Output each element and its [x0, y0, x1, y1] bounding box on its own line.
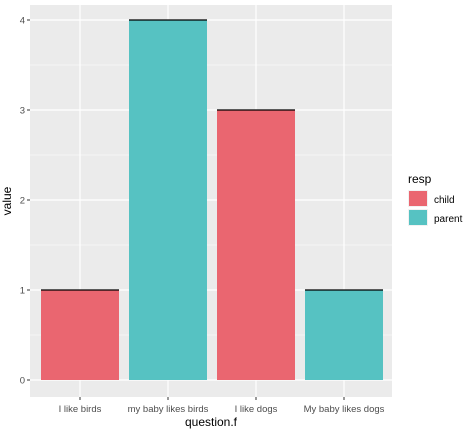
x-axis-title: question.f: [185, 415, 238, 429]
legend-title: resp: [408, 172, 432, 186]
bar: [129, 20, 207, 380]
y-tick-label: 2: [20, 196, 25, 207]
bars: [41, 19, 383, 380]
y-tick-label: 1: [20, 286, 25, 297]
x-tick-label: I like dogs: [235, 404, 278, 415]
legend-label-parent: parent: [434, 214, 463, 225]
bar: [41, 290, 119, 380]
x-tick-label: My baby likes dogs: [304, 404, 385, 415]
x-tick-label: I like birds: [59, 404, 102, 415]
legend-key-parent: [409, 210, 427, 225]
legend-label-child: child: [434, 195, 455, 206]
y-tick-label: 0: [20, 376, 25, 387]
y-axis-title: value: [0, 186, 14, 215]
legend: resp child parent: [408, 172, 463, 226]
y-tick-label: 3: [20, 106, 25, 117]
x-axis: I like birds my baby likes birds I like do…: [59, 397, 385, 415]
bar: [305, 290, 383, 380]
y-axis: 0 1 2 3 4: [20, 16, 30, 387]
bar: [217, 110, 295, 380]
x-tick-label: my baby likes birds: [128, 404, 209, 415]
legend-key-child: [409, 191, 427, 206]
y-tick-label: 4: [20, 16, 25, 27]
